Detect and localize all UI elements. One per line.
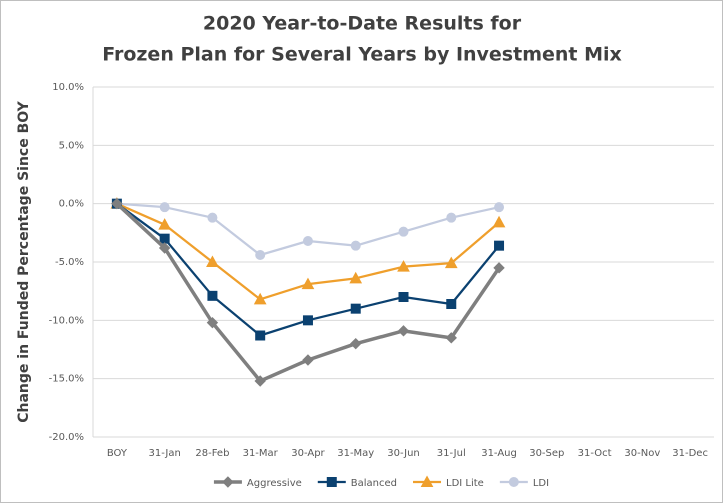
marker: [207, 212, 218, 223]
marker: [206, 255, 219, 267]
marker: [350, 240, 361, 251]
marker: [301, 277, 315, 290]
marker: [326, 477, 337, 487]
marker: [398, 226, 409, 237]
chart-title: 2020 Year-to-Date Results for: [203, 13, 522, 35]
x-tick-label: 30-Sep: [529, 448, 564, 459]
marker: [302, 315, 313, 326]
marker: [302, 354, 314, 366]
y-axis-title: Change in Funded Percentage Since BOY: [16, 100, 32, 422]
marker: [445, 332, 457, 344]
x-tick-label: 30-Apr: [291, 448, 325, 459]
x-tick-label: 31-Jul: [437, 448, 466, 459]
legend-item: LDI: [499, 477, 549, 489]
marker: [350, 337, 362, 350]
y-tick-label: 10.0%: [52, 82, 84, 93]
x-tick-label: 30-Nov: [624, 448, 660, 459]
x-tick-label: 28-Feb: [195, 448, 229, 459]
marker: [159, 233, 170, 244]
marker: [158, 218, 171, 230]
marker: [207, 290, 218, 301]
marker: [446, 212, 457, 223]
marker: [494, 202, 505, 213]
x-tick-label: 31-Aug: [481, 448, 517, 459]
x-tick-label: 30-Jun: [387, 448, 420, 459]
legend: Aggressive Balanced LDI Lite LDI: [213, 475, 549, 489]
y-tick-label: 5.0%: [59, 140, 84, 151]
x-tick-label: 31-Mar: [243, 448, 279, 459]
marker: [253, 292, 267, 305]
marker: [398, 292, 409, 302]
marker: [158, 242, 171, 254]
x-tick-label: 31-Dec: [672, 448, 708, 459]
y-tick-label: -5.0%: [55, 257, 84, 268]
legend-item: LDI Lite: [413, 475, 484, 489]
legend-label: Balanced: [351, 478, 397, 489]
marker: [159, 202, 170, 213]
marker: [492, 215, 506, 228]
marker: [397, 260, 410, 272]
series: [111, 197, 505, 387]
marker: [254, 375, 266, 387]
marker: [508, 477, 519, 487]
marker: [111, 197, 123, 210]
x-tick-label: 31-Oct: [578, 448, 612, 459]
marker: [302, 236, 313, 246]
legend-label: LDI: [533, 478, 549, 489]
y-tick-label: -15.0%: [49, 374, 84, 385]
marker: [255, 330, 266, 341]
legend-label: Aggressive: [247, 478, 302, 489]
legend-item: Balanced: [317, 477, 397, 489]
marker: [349, 271, 363, 284]
marker: [420, 475, 434, 487]
y-tick-label: -20.0%: [49, 432, 84, 443]
legend-label: LDI Lite: [446, 478, 484, 489]
marker: [350, 303, 361, 314]
legend-item: Aggressive: [213, 476, 302, 489]
y-tick-label: -10.0%: [49, 315, 84, 326]
marker: [446, 299, 457, 309]
marker: [222, 476, 234, 488]
chart-title: Frozen Plan for Several Years by Investm…: [102, 44, 622, 66]
marker: [493, 262, 505, 274]
marker: [206, 316, 219, 329]
marker: [494, 240, 505, 251]
y-tick-label: 0.0%: [59, 199, 84, 210]
marker: [444, 256, 458, 269]
marker: [397, 325, 410, 337]
x-tick-label: 31-Jan: [148, 448, 180, 459]
marker: [255, 250, 266, 260]
x-tick-label: BOY: [107, 448, 128, 459]
x-tick-label: 31-May: [337, 448, 374, 459]
